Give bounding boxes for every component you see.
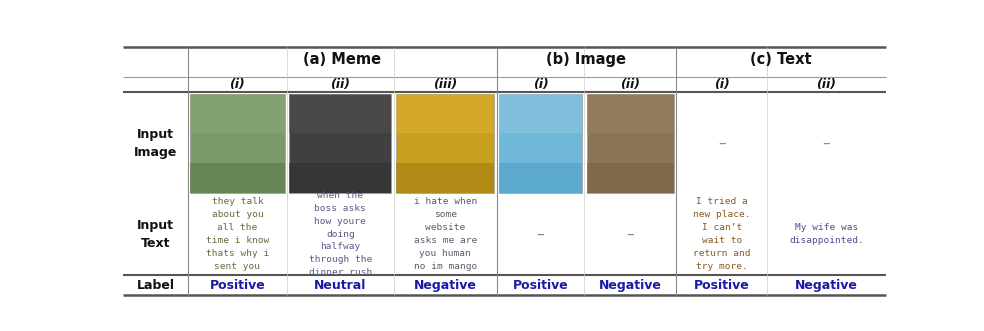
Text: (ii): (ii): [331, 78, 350, 91]
Text: (c) Text: (c) Text: [750, 52, 812, 67]
Bar: [586, 94, 674, 193]
Text: Positive: Positive: [694, 279, 750, 292]
Bar: [586, 163, 674, 193]
Bar: [499, 163, 583, 193]
Text: Input
Image: Input Image: [134, 128, 177, 159]
Text: they talk
about you
all the
time i know
thats why i
sent you: they talk about you all the time i know …: [206, 197, 269, 271]
Text: (iii): (iii): [433, 78, 458, 91]
Text: i hate when
some
website
asks me are
you human
no im mango: i hate when some website asks me are you…: [413, 197, 477, 271]
Bar: [586, 94, 674, 133]
Bar: [396, 94, 494, 133]
Text: Positive: Positive: [513, 279, 569, 292]
Text: Negative: Negative: [598, 279, 661, 292]
Text: (b) Image: (b) Image: [546, 52, 626, 67]
Text: My wife was
disappointed.: My wife was disappointed.: [789, 223, 864, 245]
Text: (i): (i): [713, 78, 729, 91]
Bar: [289, 163, 392, 193]
Bar: [396, 163, 494, 193]
Text: Negative: Negative: [413, 279, 476, 292]
Text: (ii): (ii): [620, 78, 641, 91]
Bar: [499, 94, 583, 133]
Text: Negative: Negative: [795, 279, 858, 292]
Bar: [396, 94, 494, 193]
Bar: [190, 94, 284, 133]
Text: (i): (i): [229, 78, 245, 91]
Bar: [190, 163, 284, 193]
Text: (ii): (ii): [817, 78, 836, 91]
Text: –: –: [718, 136, 725, 151]
Text: –: –: [627, 226, 634, 242]
Text: –: –: [823, 136, 830, 151]
Bar: [190, 94, 284, 193]
Bar: [289, 94, 392, 193]
Bar: [289, 94, 392, 133]
Text: I tried a
new place.
I can’t
wait to
return and
try more.: I tried a new place. I can’t wait to ret…: [693, 197, 751, 271]
Bar: [499, 94, 583, 193]
Text: (a) Meme: (a) Meme: [303, 52, 382, 67]
Text: Positive: Positive: [210, 279, 266, 292]
Text: Input
Text: Input Text: [137, 219, 174, 250]
Text: Neutral: Neutral: [314, 279, 366, 292]
Text: Label: Label: [137, 279, 174, 292]
Text: (i): (i): [532, 78, 548, 91]
Text: when the
boss asks
how youre
doing
halfway
through the
dinner rush: when the boss asks how youre doing halfw…: [309, 191, 372, 277]
Text: –: –: [536, 226, 544, 242]
